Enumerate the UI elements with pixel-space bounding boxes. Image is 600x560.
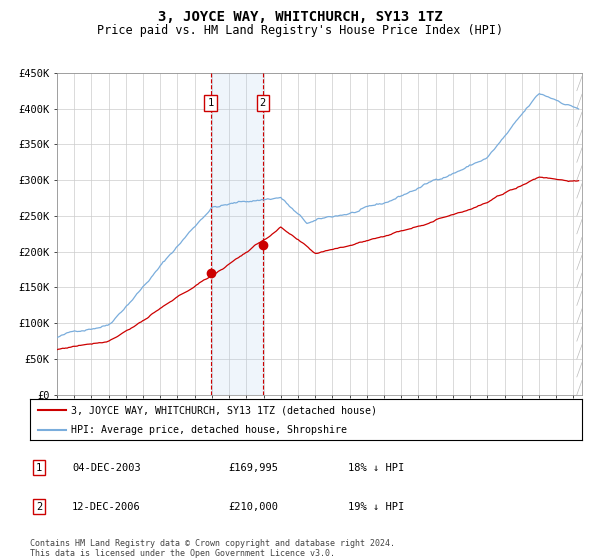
Text: Price paid vs. HM Land Registry's House Price Index (HPI): Price paid vs. HM Land Registry's House … xyxy=(97,24,503,36)
Text: HPI: Average price, detached house, Shropshire: HPI: Average price, detached house, Shro… xyxy=(71,424,347,435)
Text: 18% ↓ HPI: 18% ↓ HPI xyxy=(348,463,404,473)
Text: Contains HM Land Registry data © Crown copyright and database right 2024.
This d: Contains HM Land Registry data © Crown c… xyxy=(30,539,395,558)
Text: £210,000: £210,000 xyxy=(228,502,278,512)
Text: 2: 2 xyxy=(36,502,42,512)
Bar xyxy=(211,73,263,395)
Text: 3, JOYCE WAY, WHITCHURCH, SY13 1TZ (detached house): 3, JOYCE WAY, WHITCHURCH, SY13 1TZ (deta… xyxy=(71,405,377,415)
Text: 1: 1 xyxy=(36,463,42,473)
Text: 04-DEC-2003: 04-DEC-2003 xyxy=(72,463,141,473)
Text: 3, JOYCE WAY, WHITCHURCH, SY13 1TZ: 3, JOYCE WAY, WHITCHURCH, SY13 1TZ xyxy=(158,10,442,24)
Text: £169,995: £169,995 xyxy=(228,463,278,473)
Text: 2: 2 xyxy=(260,99,266,109)
Text: 12-DEC-2006: 12-DEC-2006 xyxy=(72,502,141,512)
Text: 1: 1 xyxy=(208,99,214,109)
Text: 19% ↓ HPI: 19% ↓ HPI xyxy=(348,502,404,512)
